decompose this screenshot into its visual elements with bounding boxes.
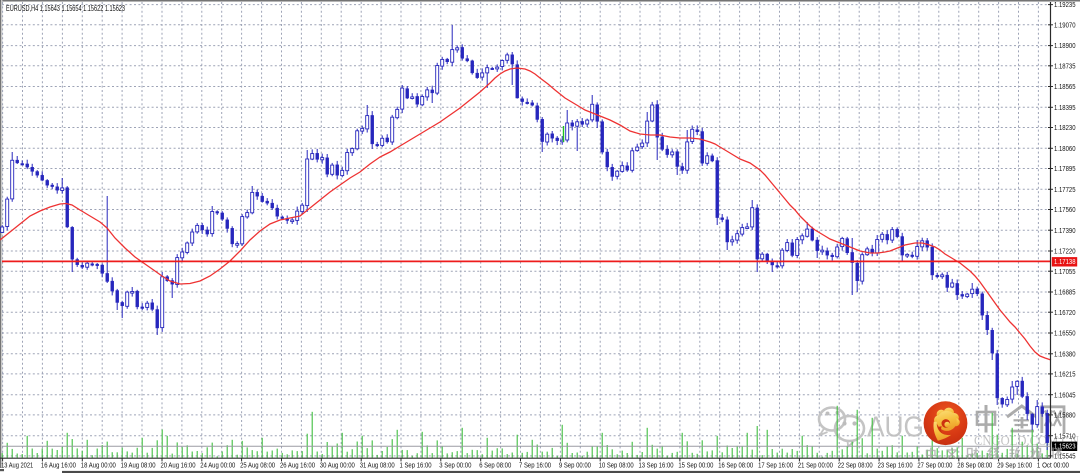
svg-text:1.17725: 1.17725 xyxy=(1054,185,1076,194)
svg-text:29 Sep 16:00: 29 Sep 16:00 xyxy=(997,460,1032,469)
svg-text:1.16215: 1.16215 xyxy=(1054,370,1076,379)
svg-text:1.17138: 1.17138 xyxy=(1054,257,1076,266)
svg-text:1.16720: 1.16720 xyxy=(1054,308,1076,317)
svg-text:1.17895: 1.17895 xyxy=(1054,164,1076,173)
svg-text:1.15623: 1.15623 xyxy=(1054,442,1076,451)
svg-text:6 Sep 08:00: 6 Sep 08:00 xyxy=(479,460,511,469)
svg-text:19 Aug 08:00: 19 Aug 08:00 xyxy=(121,460,156,469)
svg-text:1.18565: 1.18565 xyxy=(1054,82,1076,91)
svg-text:1.16885: 1.16885 xyxy=(1054,288,1076,297)
svg-text:1.18395: 1.18395 xyxy=(1054,103,1076,112)
svg-text:1.19235: 1.19235 xyxy=(1054,0,1076,9)
svg-text:16 Aug 16:00: 16 Aug 16:00 xyxy=(41,460,76,469)
svg-text:22 Sep 08:00: 22 Sep 08:00 xyxy=(838,460,873,469)
svg-text:13 Aug 2021: 13 Aug 2021 xyxy=(1,460,33,469)
svg-text:25 Aug 08:00: 25 Aug 08:00 xyxy=(240,460,275,469)
svg-text:1 Sep 16:00: 1 Sep 16:00 xyxy=(400,460,432,469)
svg-text:24 Aug 00:00: 24 Aug 00:00 xyxy=(200,460,235,469)
svg-text:3 Sep 00:00: 3 Sep 00:00 xyxy=(439,460,471,469)
svg-text:AUG: AUG xyxy=(867,412,924,444)
svg-text:1.18060: 1.18060 xyxy=(1054,144,1076,153)
svg-text:10 Sep 08:00: 10 Sep 08:00 xyxy=(599,460,634,469)
svg-text:30 Aug 00:00: 30 Aug 00:00 xyxy=(320,460,355,469)
svg-text:1.16550: 1.16550 xyxy=(1054,329,1076,338)
svg-text:1.17055: 1.17055 xyxy=(1054,267,1076,276)
svg-text:27 Sep 00:00: 27 Sep 00:00 xyxy=(917,460,952,469)
svg-text:1.15545: 1.15545 xyxy=(1054,452,1076,461)
svg-text:1.19070: 1.19070 xyxy=(1054,20,1076,29)
svg-text:20 Aug 16:00: 20 Aug 16:00 xyxy=(161,460,196,469)
svg-text:1.15880: 1.15880 xyxy=(1054,411,1076,420)
svg-text:1 Oct 00:00: 1 Oct 00:00 xyxy=(1037,460,1069,469)
svg-text:21 Sep 00:00: 21 Sep 00:00 xyxy=(798,460,833,469)
svg-text:15 Sep 00:00: 15 Sep 00:00 xyxy=(678,460,713,469)
svg-text:EURUSD,H4 1.15643 1.15654 1.15: EURUSD,H4 1.15643 1.15654 1.15622 1.1562… xyxy=(6,4,125,13)
svg-text:13 Sep 16:00: 13 Sep 16:00 xyxy=(639,460,674,469)
svg-text:1.18230: 1.18230 xyxy=(1054,123,1076,132)
svg-text:18 Aug 00:00: 18 Aug 00:00 xyxy=(81,460,116,469)
svg-text:1.17560: 1.17560 xyxy=(1054,205,1076,214)
svg-text:17 Sep 16:00: 17 Sep 16:00 xyxy=(758,460,793,469)
svg-text:1.17390: 1.17390 xyxy=(1054,226,1076,235)
svg-text:23 Sep 16:00: 23 Sep 16:00 xyxy=(878,460,913,469)
svg-text:1.15710: 1.15710 xyxy=(1054,431,1076,440)
svg-text:1.18900: 1.18900 xyxy=(1054,41,1076,50)
svg-text:16 Sep 08:00: 16 Sep 08:00 xyxy=(718,460,753,469)
svg-text:9 Sep 00:00: 9 Sep 00:00 xyxy=(559,460,591,469)
svg-text:28 Sep 08:00: 28 Sep 08:00 xyxy=(957,460,992,469)
svg-text:7 Sep 16:00: 7 Sep 16:00 xyxy=(519,460,551,469)
svg-text:31 Aug 08:00: 31 Aug 08:00 xyxy=(360,460,395,469)
svg-text:1.18735: 1.18735 xyxy=(1054,61,1076,70)
svg-text:26 Aug 16:00: 26 Aug 16:00 xyxy=(280,460,315,469)
svg-text:1.16380: 1.16380 xyxy=(1054,349,1076,358)
svg-text:1.17220: 1.17220 xyxy=(1054,247,1076,256)
svg-text:1.16045: 1.16045 xyxy=(1054,390,1076,399)
